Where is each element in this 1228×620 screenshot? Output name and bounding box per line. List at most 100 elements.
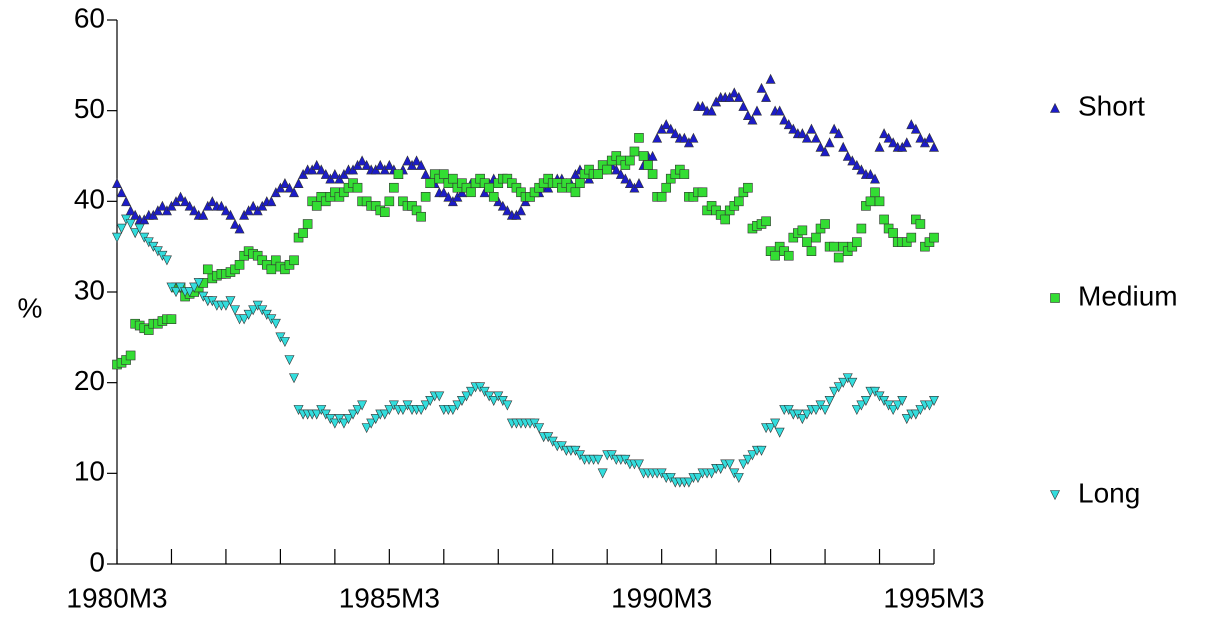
point	[783, 119, 794, 130]
point	[466, 187, 476, 198]
point	[761, 91, 772, 102]
point	[634, 133, 644, 143]
point	[112, 178, 122, 188]
point	[329, 168, 340, 179]
legend-marker	[1050, 490, 1060, 501]
point	[633, 178, 644, 188]
legend-marker	[1050, 293, 1060, 303]
point	[402, 155, 413, 166]
point	[742, 110, 753, 120]
point	[811, 232, 821, 243]
point	[874, 196, 885, 207]
point	[770, 250, 780, 261]
point	[366, 418, 377, 429]
point	[266, 264, 277, 275]
point	[425, 178, 435, 188]
point	[438, 169, 449, 179]
point	[248, 200, 259, 211]
point	[720, 214, 731, 225]
point	[833, 382, 844, 393]
point	[801, 409, 812, 420]
point	[851, 405, 862, 416]
x-tick-label: 1985M3	[339, 582, 440, 613]
point	[747, 450, 758, 461]
point	[797, 414, 808, 425]
point	[320, 168, 331, 179]
point	[411, 155, 422, 166]
point	[733, 91, 744, 102]
point	[284, 355, 295, 366]
point	[706, 468, 717, 479]
point	[488, 192, 499, 202]
point	[770, 418, 781, 429]
point	[220, 300, 231, 311]
point	[180, 196, 191, 207]
point	[820, 146, 831, 157]
point	[534, 423, 545, 434]
point	[189, 282, 200, 293]
point	[683, 477, 694, 488]
point	[838, 377, 849, 388]
point	[829, 123, 840, 134]
point	[416, 211, 426, 222]
point	[329, 418, 340, 429]
point	[833, 128, 844, 139]
point	[802, 237, 812, 247]
point	[161, 255, 172, 266]
point	[888, 228, 898, 238]
point	[184, 287, 195, 298]
point	[692, 473, 703, 484]
point	[643, 160, 653, 170]
point	[311, 159, 322, 170]
point	[234, 259, 245, 270]
point	[447, 405, 458, 416]
point	[289, 255, 299, 266]
point	[234, 223, 245, 234]
point	[420, 192, 431, 202]
point	[293, 178, 304, 188]
point	[448, 173, 458, 184]
point	[638, 151, 649, 161]
point	[870, 173, 880, 184]
point	[906, 232, 917, 243]
point	[193, 278, 204, 289]
x-tick-label: 1995M3	[883, 582, 984, 613]
point	[116, 187, 127, 198]
point	[389, 182, 399, 193]
point	[842, 150, 853, 161]
point	[384, 159, 395, 170]
point	[865, 196, 876, 207]
point	[774, 105, 785, 116]
y-tick-label: 20	[74, 365, 105, 396]
point	[230, 305, 240, 316]
point	[838, 141, 849, 152]
point	[130, 228, 141, 239]
point	[833, 252, 844, 263]
point	[230, 218, 240, 229]
point	[824, 137, 835, 148]
point	[593, 169, 603, 179]
point	[198, 209, 209, 220]
y-tick-label: 40	[74, 184, 105, 215]
point	[121, 196, 132, 207]
point	[302, 219, 313, 229]
point	[189, 205, 200, 216]
point	[724, 459, 735, 470]
point	[116, 223, 127, 234]
point	[888, 137, 899, 148]
point	[738, 459, 749, 470]
legend-label: Long	[1078, 477, 1140, 508]
point	[225, 209, 236, 220]
point	[747, 114, 758, 125]
point	[575, 178, 585, 188]
point	[892, 400, 903, 411]
point	[665, 123, 676, 134]
point	[829, 386, 840, 397]
point	[706, 105, 717, 116]
point	[765, 73, 776, 84]
point	[625, 155, 635, 166]
point	[865, 168, 876, 179]
point	[756, 82, 767, 93]
point	[434, 391, 445, 402]
